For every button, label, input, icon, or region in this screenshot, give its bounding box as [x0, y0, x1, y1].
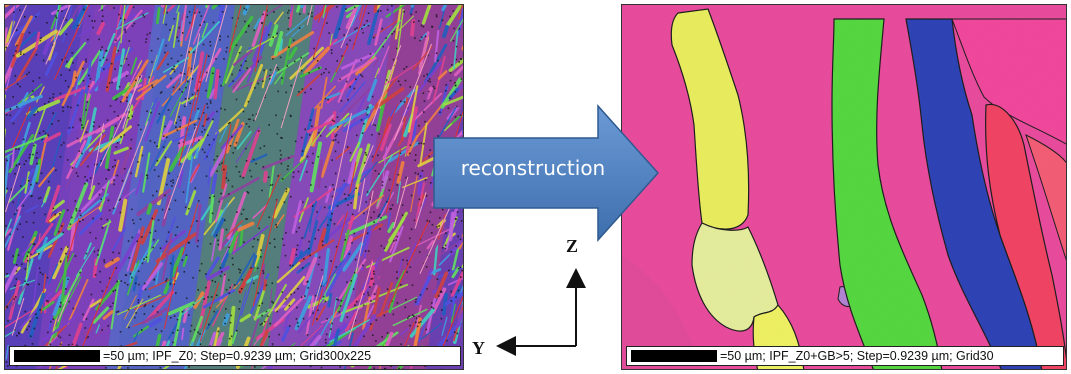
ipf-map-right: =50 µm; IPF_Z0+GB>5; Step=0.9239 µm; Gri… — [621, 4, 1067, 370]
texture-overlay — [622, 5, 1066, 369]
scale-bar-left: =50 µm; IPF_Z0; Step=0.9239 µm; Grid300x… — [9, 346, 461, 366]
reconstruction-arrow — [433, 104, 660, 242]
ipf-map-right-image — [622, 5, 1066, 369]
coordinate-axes — [496, 268, 586, 356]
scale-bar-right: =50 µm; IPF_Z0+GB>5; Step=0.9239 µm; Gri… — [626, 346, 1064, 366]
y-axis-label: Y — [472, 338, 485, 358]
arrow-shape — [433, 104, 660, 242]
ipf-map-left: =50 µm; IPF_Z0; Step=0.9239 µm; Grid300x… — [4, 4, 464, 370]
scale-bar-black-right — [631, 350, 717, 362]
ipf-map-left-image — [5, 5, 463, 369]
scale-bar-black-left — [14, 350, 100, 362]
arrow-label: reconstruction — [460, 156, 606, 180]
z-axis-label: Z — [566, 236, 579, 256]
scale-text-left: =50 µm; IPF_Z0; Step=0.9239 µm; Grid300x… — [103, 349, 372, 363]
scale-text-right: =50 µm; IPF_Z0+GB>5; Step=0.9239 µm; Gri… — [720, 349, 994, 363]
